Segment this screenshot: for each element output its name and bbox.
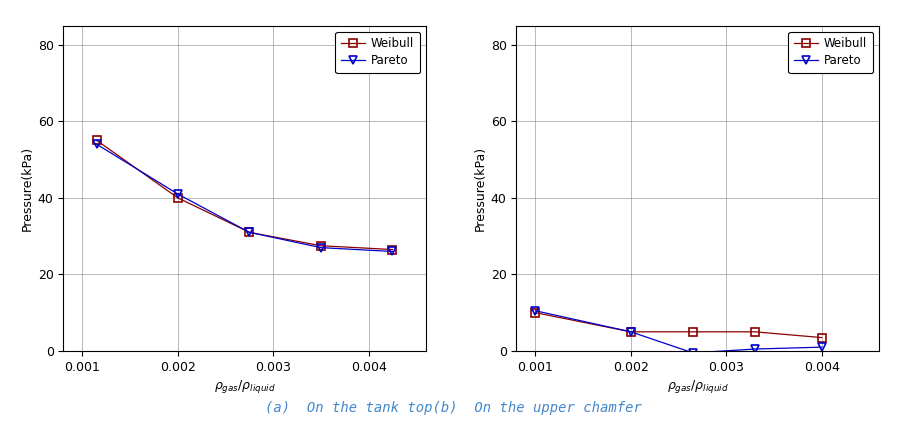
Pareto: [816, 345, 827, 350]
Pareto: [92, 142, 102, 147]
Legend: Weibull, Pareto: Weibull, Pareto: [788, 32, 872, 73]
Weibull: [92, 138, 102, 143]
Legend: Weibull, Pareto: Weibull, Pareto: [335, 32, 419, 73]
Weibull: [315, 243, 326, 248]
Weibull: [387, 247, 398, 252]
Line: Weibull: Weibull: [531, 309, 825, 342]
Line: Pareto: Pareto: [92, 140, 397, 256]
Weibull: [688, 329, 699, 334]
Weibull: [244, 230, 255, 235]
Text: (a)  On the tank top(b)  On the upper chamfer: (a) On the tank top(b) On the upper cham…: [265, 401, 641, 415]
Weibull: [625, 329, 636, 334]
Y-axis label: Pressure(kPa): Pressure(kPa): [21, 146, 34, 231]
Pareto: [244, 230, 255, 235]
Weibull: [749, 329, 760, 334]
X-axis label: $\rho_{gas}/\rho_{liquid}$: $\rho_{gas}/\rho_{liquid}$: [667, 378, 728, 395]
Y-axis label: Pressure(kPa): Pressure(kPa): [474, 146, 487, 231]
Pareto: [625, 329, 636, 334]
Weibull: [816, 335, 827, 340]
Weibull: [530, 310, 541, 315]
Weibull: [172, 195, 183, 200]
Line: Pareto: Pareto: [531, 306, 825, 357]
Pareto: [749, 347, 760, 352]
Pareto: [688, 350, 699, 355]
X-axis label: $\rho_{gas}/\rho_{liquid}$: $\rho_{gas}/\rho_{liquid}$: [214, 378, 275, 395]
Pareto: [315, 245, 326, 250]
Pareto: [387, 249, 398, 254]
Line: Weibull: Weibull: [92, 137, 397, 254]
Pareto: [172, 191, 183, 196]
Pareto: [530, 308, 541, 313]
